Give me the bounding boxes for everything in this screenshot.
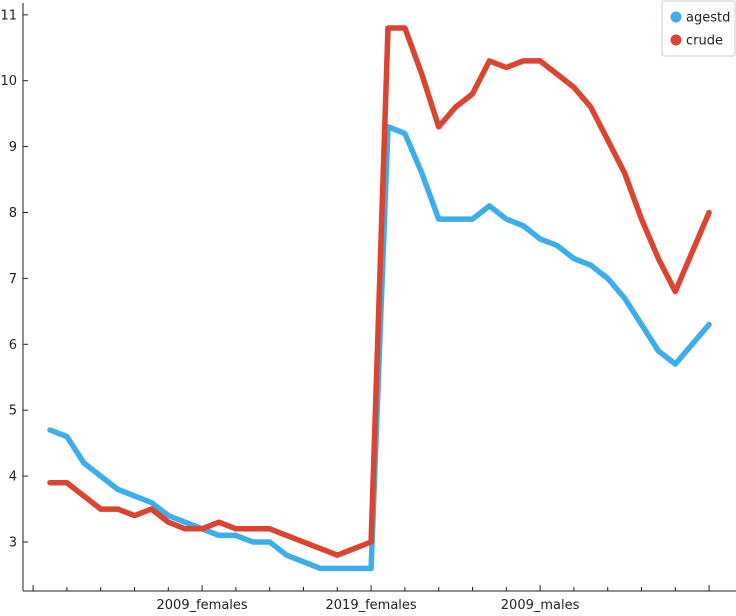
- series-layer: [47, 25, 712, 572]
- y-tick-label: 4: [9, 470, 17, 485]
- legend-marker: [670, 34, 682, 46]
- x-tick-label: 2009_males: [501, 598, 580, 613]
- y-tick-label: 11: [0, 8, 17, 23]
- legend-label: agestd: [686, 11, 730, 26]
- axes: 3 4 5 6 7 8 9 10 11 2009_females 2019_females 2009_…: [0, 3, 736, 613]
- x-tick-label: 2009_females: [157, 598, 248, 613]
- y-tick-label: 5: [9, 404, 17, 419]
- legend-marker: [670, 11, 682, 23]
- x-tick-label: 2019_females: [326, 598, 417, 613]
- y-tick-label: 3: [9, 536, 17, 551]
- y-tick-label: 9: [9, 140, 17, 155]
- y-tick-label: 7: [9, 272, 17, 287]
- series-line-crude: [47, 25, 712, 558]
- legend-label: crude: [686, 34, 723, 49]
- legend: agestd crude: [661, 0, 736, 57]
- y-tick-label: 10: [0, 74, 17, 89]
- y-tick-label: 6: [9, 338, 17, 353]
- y-tick-label: 8: [9, 206, 17, 221]
